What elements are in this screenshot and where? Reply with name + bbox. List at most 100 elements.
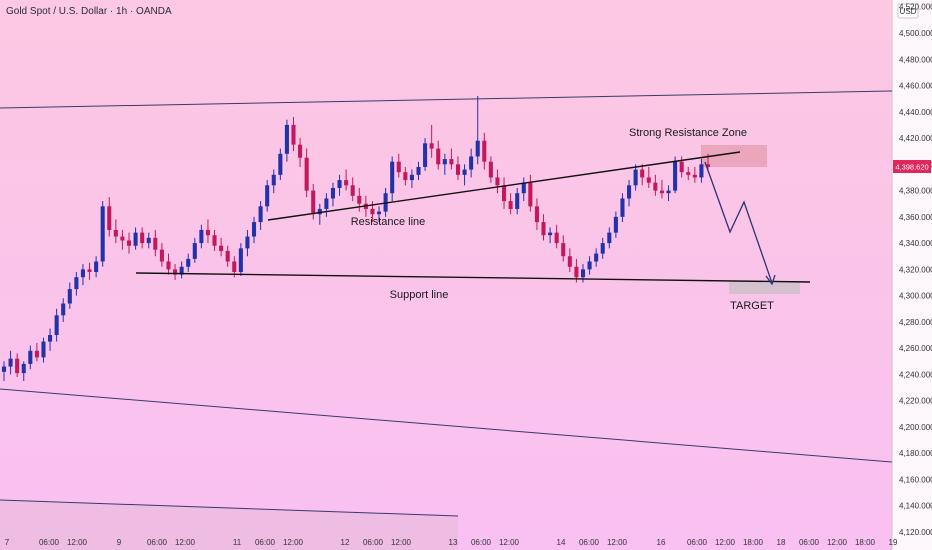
candle-body: [501, 185, 507, 202]
time-axis[interactable]: 7 06:00 12:00 9 06:00 12:00 11 06:00 12:00 12 06:0…: [5, 538, 898, 547]
x-tick-label: 11: [233, 538, 242, 547]
price-axis[interactable]: 4,520.000 4,500.000 4,480.000 4,460.000 4,44…: [899, 3, 932, 537]
last-price-tag: [893, 160, 931, 173]
candle-body: [686, 172, 691, 175]
candle-body: [561, 243, 566, 257]
candle-body: [600, 243, 605, 254]
candle-body: [462, 169, 467, 175]
candle-body: [311, 190, 316, 215]
x-tick-label: 06:00: [363, 538, 384, 547]
y-tick-label: 4,360.000: [899, 213, 932, 222]
candle-body: [633, 169, 638, 186]
candle-body: [238, 248, 243, 272]
candle-body: [291, 124, 296, 145]
x-tick-label: 06:00: [471, 538, 492, 547]
candle-body: [403, 172, 408, 181]
candle-body: [607, 232, 612, 244]
x-tick-label: 12:00: [827, 538, 848, 547]
candle-body: [646, 177, 651, 183]
candle-body: [396, 161, 401, 173]
x-tick-label: 12: [341, 538, 350, 547]
candle-body: [620, 198, 625, 217]
candle-body: [298, 144, 303, 158]
x-tick-label: 12:00: [175, 538, 196, 547]
y-tick-label: 4,180.000: [899, 449, 932, 458]
x-tick-label: 18:00: [855, 538, 876, 547]
resistance-line-label: Resistance line: [351, 216, 426, 228]
candle-body: [390, 161, 395, 194]
candle-body: [409, 174, 414, 181]
x-tick-label: 06:00: [579, 538, 600, 547]
candle-body: [48, 335, 53, 342]
candle-body: [508, 201, 513, 209]
candle-body: [126, 240, 132, 246]
candles: [1, 96, 711, 381]
x-tick-label: 12:00: [715, 538, 736, 547]
candle-body: [113, 229, 118, 237]
candle-body: [133, 232, 138, 246]
candle-body: [284, 124, 289, 154]
x-tick-label: 06:00: [147, 538, 168, 547]
x-tick-label: 18:00: [743, 538, 764, 547]
projection-arrowhead: [765, 274, 776, 286]
target-zone: [729, 281, 800, 294]
candle-body: [580, 269, 586, 278]
candle-body: [548, 232, 553, 236]
candle-body: [173, 269, 178, 275]
x-tick-label: 9: [117, 538, 122, 547]
currency-button[interactable]: [897, 3, 919, 19]
x-tick-label: 14: [557, 538, 566, 547]
candle-body: [521, 182, 526, 194]
candle-body: [212, 235, 217, 246]
candle-body: [528, 182, 533, 207]
candle-body: [317, 208, 322, 215]
candle-body: [192, 243, 197, 259]
candle-body: [159, 249, 164, 262]
candle-body: [271, 174, 276, 186]
candle-body: [28, 350, 33, 364]
candle-body: [225, 250, 230, 262]
x-tick-label: 12:00: [499, 538, 520, 547]
y-tick-label: 4,160.000: [899, 475, 932, 484]
candle-body: [482, 140, 487, 162]
candle-body: [594, 253, 599, 262]
x-tick-label: 06:00: [39, 538, 60, 547]
strong-resistance-zone: [701, 145, 767, 167]
candle-body: [416, 166, 421, 175]
candle-body: [61, 303, 66, 316]
last-price-value: 4,398.620: [895, 163, 928, 172]
candle-body: [495, 177, 500, 186]
candle-body: [455, 164, 461, 175]
strong-resistance-label: Strong Resistance Zone: [629, 127, 747, 139]
candle-body: [659, 190, 664, 194]
candle-body: [107, 206, 112, 230]
candle-body: [232, 261, 237, 272]
support-line-label: Support line: [390, 289, 449, 301]
y-tick-label: 4,320.000: [899, 265, 932, 274]
candle-body: [278, 153, 283, 175]
candle-body: [370, 208, 375, 215]
candle-body: [140, 232, 145, 244]
y-tick-label: 4,460.000: [899, 82, 932, 91]
y-tick-label: 4,440.000: [899, 108, 932, 117]
x-tick-label: 19: [889, 538, 898, 547]
candle-body: [54, 315, 59, 336]
y-tick-label: 4,380.000: [899, 187, 932, 196]
x-tick-label: 12:00: [67, 538, 88, 547]
candle-body: [376, 211, 382, 215]
candle-body: [179, 266, 184, 275]
y-tick-label: 4,140.000: [899, 502, 932, 511]
candle-body: [265, 185, 270, 207]
y-tick-label: 4,300.000: [899, 292, 932, 301]
y-tick-label: 4,480.000: [899, 55, 932, 64]
target-label: TARGET: [730, 300, 774, 312]
candle-body: [67, 289, 72, 304]
lower-channel-line-main: [0, 388, 893, 463]
candle-body: [87, 269, 92, 272]
candle-body: [80, 269, 85, 278]
y-tick-label: 4,200.000: [899, 423, 932, 432]
y-tick-label: 4,280.000: [899, 318, 932, 327]
